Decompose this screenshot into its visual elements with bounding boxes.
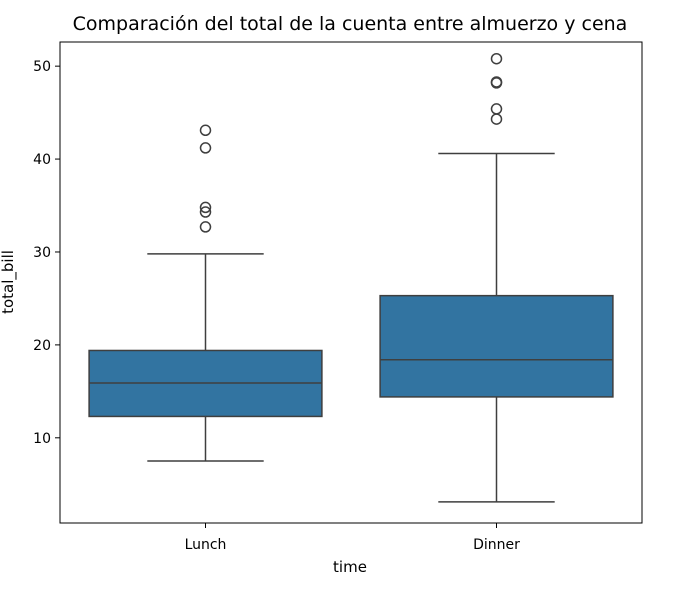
axes: Lunch Dinner 10 20 30 40 50 <box>33 59 520 553</box>
outlier-point-dinner-4 <box>490 76 503 88</box>
outlier-point-lunch-5 <box>199 124 212 137</box>
y-axis-label: total_bill <box>0 250 18 314</box>
y-tick-label-50: 50 <box>33 59 51 75</box>
y-tick-label-10: 10 <box>33 431 51 447</box>
x-axis-label: time <box>333 558 367 576</box>
box-group-lunch <box>88 124 323 462</box>
y-tick-label-40: 40 <box>33 152 51 168</box>
plot-frame <box>59 41 643 524</box>
outlier-point-lunch-2 <box>199 206 212 218</box>
box-dinner <box>379 294 614 398</box>
outlier-point-lunch-3 <box>199 201 212 214</box>
y-tick-label-30: 30 <box>33 245 51 261</box>
chart-title: Comparación del total de la cuenta entre… <box>73 13 628 35</box>
outlier-point-lunch-1 <box>199 221 212 233</box>
plot-area <box>88 52 614 503</box>
x-tick-label-dinner: Dinner <box>473 537 520 553</box>
outlier-point-dinner-1 <box>490 113 503 125</box>
outlier-point-dinner-2 <box>490 103 503 115</box>
x-tick-label-lunch: Lunch <box>185 537 227 553</box>
y-tick-label-20: 20 <box>33 338 51 354</box>
box-group-dinner <box>379 52 614 503</box>
outlier-point-lunch-4 <box>199 142 212 154</box>
outlier-point-dinner-5 <box>490 52 503 65</box>
